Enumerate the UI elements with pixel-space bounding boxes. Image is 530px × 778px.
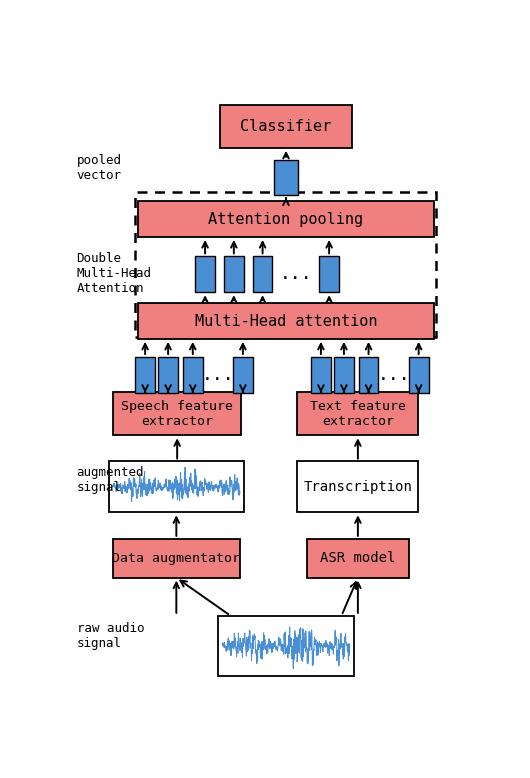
FancyBboxPatch shape [409,357,429,393]
Text: Speech feature
extractor: Speech feature extractor [121,400,233,428]
FancyBboxPatch shape [195,256,215,293]
FancyBboxPatch shape [113,392,241,436]
Text: raw audio
signal: raw audio signal [76,622,144,650]
FancyBboxPatch shape [334,357,354,393]
FancyBboxPatch shape [297,392,419,436]
FancyBboxPatch shape [273,159,298,194]
FancyBboxPatch shape [297,461,419,513]
Text: Text feature
extractor: Text feature extractor [310,400,406,428]
Text: ASR model: ASR model [320,552,395,566]
FancyBboxPatch shape [311,357,331,393]
Text: Double
Multi-Head
Attention: Double Multi-Head Attention [76,251,152,295]
FancyBboxPatch shape [359,357,378,393]
Text: augmented
signal: augmented signal [76,466,144,494]
FancyBboxPatch shape [319,256,339,293]
Text: Transcription: Transcription [304,480,412,494]
Text: ...: ... [378,366,410,384]
FancyBboxPatch shape [138,202,434,237]
FancyBboxPatch shape [306,538,409,578]
Text: pooled
vector: pooled vector [76,154,121,182]
Text: Attention pooling: Attention pooling [208,212,364,226]
Text: Data augmentator: Data augmentator [112,552,240,565]
FancyBboxPatch shape [138,303,434,339]
FancyBboxPatch shape [158,357,178,393]
FancyBboxPatch shape [109,461,244,513]
Text: Multi-Head attention: Multi-Head attention [195,314,377,328]
Text: ...: ... [202,366,235,384]
FancyBboxPatch shape [113,538,240,578]
FancyBboxPatch shape [220,105,352,148]
FancyBboxPatch shape [135,357,155,393]
FancyBboxPatch shape [253,256,272,293]
FancyBboxPatch shape [183,357,202,393]
FancyBboxPatch shape [224,256,244,293]
Text: Classifier: Classifier [241,119,332,134]
FancyBboxPatch shape [233,357,253,393]
Text: ...: ... [280,265,313,283]
FancyBboxPatch shape [218,615,354,675]
